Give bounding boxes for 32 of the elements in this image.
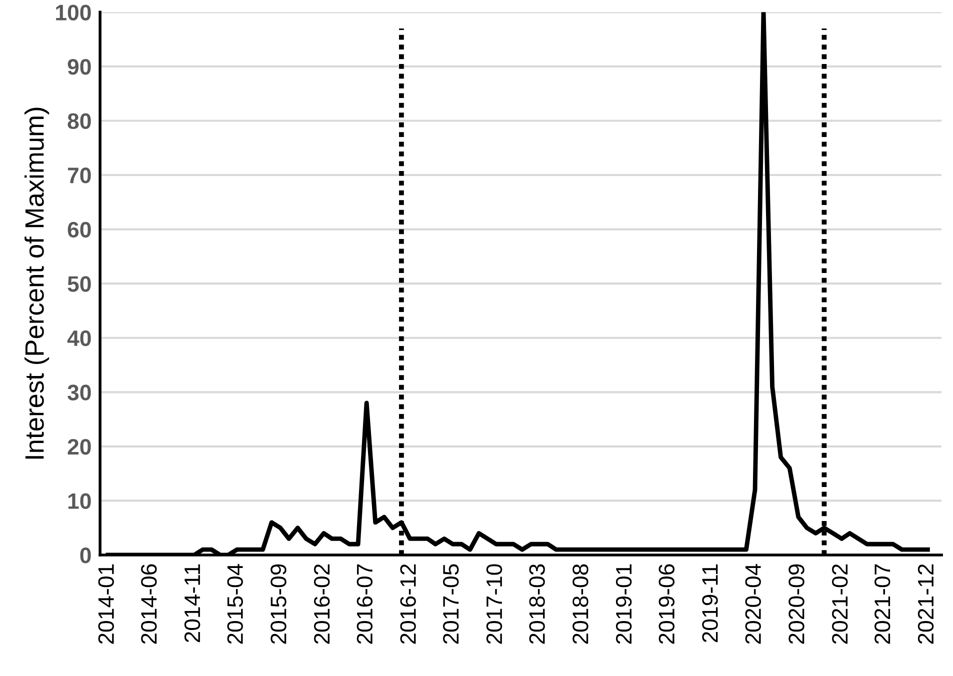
y-tick-label: 20: [68, 438, 91, 455]
y-tick-label: 30: [68, 384, 91, 400]
x-tick-label: 2019-06: [658, 564, 674, 644]
y-axis-title: Interest (Percent of Maximum): [24, 108, 50, 459]
y-tick-label: 100: [56, 4, 91, 20]
x-tick-label: 2018-03: [529, 564, 545, 644]
y-tick-label: 90: [68, 58, 91, 75]
x-tick-label: 2017-05: [443, 564, 459, 644]
x-tick-label: 2017-10: [486, 564, 502, 644]
x-tick-label: 2016-12: [400, 564, 416, 644]
x-tick-label: 2014-01: [98, 564, 114, 644]
y-tick-label: 50: [68, 276, 91, 292]
x-tick-label: 2016-07: [356, 564, 373, 644]
x-tick-label: 2020-04: [745, 564, 761, 644]
y-tick-label: 0: [80, 548, 91, 564]
x-tick-label: 2018-08: [572, 564, 588, 644]
x-tick-label: 2014-11: [184, 564, 200, 642]
x-tick-label: 2015-04: [227, 564, 243, 644]
x-tick-label: 2019-01: [616, 564, 632, 644]
x-tick-label: 2016-02: [314, 564, 330, 644]
x-tick-label: 2015-09: [270, 564, 286, 644]
y-tick-label: 40: [67, 330, 91, 346]
x-tick-label: 2020-09: [788, 564, 804, 644]
y-tick-label: 80: [68, 113, 91, 130]
y-tick-label: 60: [68, 222, 91, 238]
x-tick-label: 2021-02: [832, 564, 848, 644]
y-tick-label: 70: [68, 168, 91, 184]
y-tick-label: 10: [68, 493, 91, 509]
x-tick-label: 2014-06: [141, 564, 157, 644]
x-tick-label: 2021-07: [874, 564, 890, 644]
x-tick-label: 2019-11: [702, 564, 718, 642]
x-tick-label: 2021-12: [918, 564, 934, 644]
